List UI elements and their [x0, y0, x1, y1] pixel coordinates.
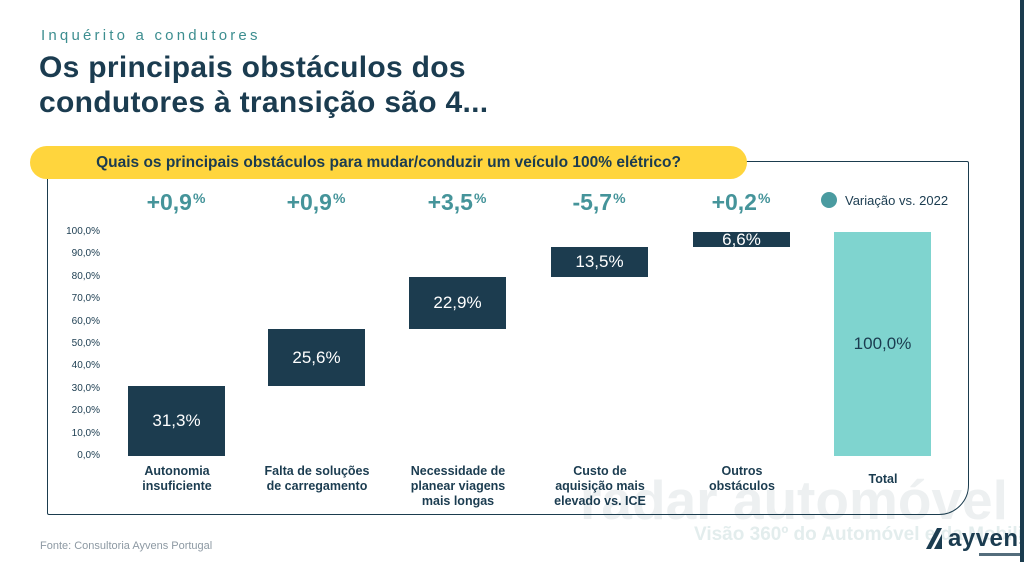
bar-custo: 13,5% [551, 247, 648, 277]
bar-outros: 6,6% [693, 229, 790, 249]
variation-label: +0,9% [106, 189, 246, 216]
ayvens-logo: ayvens [925, 525, 1024, 556]
question-banner: Quais os principais obstáculos para muda… [30, 146, 747, 179]
question-text: Quais os principais obstáculos para muda… [96, 153, 681, 171]
y-axis-tick: 40,0% [71, 360, 100, 371]
bar-autonomia: 31,3% [128, 386, 225, 456]
bar-value-label: 13,5% [575, 252, 624, 271]
bar-viagens: 22,9% [409, 277, 506, 329]
y-axis-tick: 90,0% [71, 248, 100, 259]
variation-unit: % [613, 190, 626, 206]
source-note: Fonte: Consultoria Ayvens Portugal [40, 540, 213, 552]
category-line: Autonomia [144, 464, 210, 478]
category-label-autonomia: Autonomia insuficiente [111, 464, 243, 494]
slide-title-line1: Os principais obstáculos dos [39, 51, 466, 84]
variation-label: -5,7% [529, 189, 669, 216]
ayvens-tagline [979, 553, 1024, 556]
category-line: insuficiente [142, 479, 212, 493]
y-axis-tick: 50,0% [71, 338, 100, 349]
legend: Variação vs. 2022 [821, 192, 948, 208]
variation-label: +0,2% [671, 189, 811, 216]
bar-value-label: 25,6% [292, 347, 341, 367]
chart-card: 100,0% 90,0% 80,0% 70,0% 60,0% 50,0% 40,… [47, 161, 969, 515]
variation-unit: % [757, 190, 771, 206]
category-line: Outros [721, 464, 763, 478]
category-line: Falta de soluções [264, 464, 370, 478]
category-line: aquisição mais [555, 479, 645, 493]
variation-value: +0,9 [286, 189, 332, 215]
y-axis-tick: 0,0% [77, 450, 100, 461]
watermark-radar-automovel: radar automóvel [580, 469, 1008, 531]
category-line: Total [868, 472, 898, 486]
ayvens-logo-icon [926, 528, 942, 549]
category-line: mais longas [421, 494, 495, 508]
y-axis-tick: 30,0% [71, 383, 100, 394]
legend-label: Variação vs. 2022 [845, 192, 949, 208]
category-label-carregamento: Falta de soluções de carregamento [251, 464, 383, 494]
bar-carregamento: 25,6% [268, 329, 365, 386]
bar-value-label: 6,6% [722, 229, 761, 249]
variation-unit: % [473, 190, 487, 206]
category-label-total: Total [817, 472, 949, 487]
y-axis-tick: 10,0% [71, 428, 100, 439]
category-line: elevado vs. ICE [554, 494, 646, 508]
variation-label: +0,9% [246, 189, 386, 216]
category-label-custo: Custo de aquisição mais elevado vs. ICE [534, 464, 666, 509]
bar-total: 100,0% [834, 232, 931, 456]
category-line: obstáculos [709, 479, 775, 493]
category-label-outros: Outros obstáculos [676, 464, 808, 494]
category-line: Custo de [573, 464, 627, 478]
category-label-viagens: Necessidade de planear viagens mais long… [392, 464, 524, 509]
y-axis-tick: 80,0% [71, 271, 100, 282]
variation-label: +3,5% [387, 189, 527, 216]
bar-value-label: 22,9% [433, 293, 482, 312]
variation-value: -5,7 [572, 189, 613, 215]
y-axis-tick: 70,0% [71, 293, 100, 304]
y-axis-tick: 100,0% [66, 226, 100, 237]
slide-eyebrow: Inquérito a condutores [41, 27, 261, 44]
slide-title: Os principais obstáculos dos condutores … [39, 50, 488, 120]
variation-unit: % [192, 190, 206, 206]
right-edge-bar [1020, 0, 1024, 562]
y-axis-tick: 20,0% [71, 405, 100, 416]
variation-value: +0,2 [711, 189, 757, 215]
slide-title-line2: condutores à transição são 4... [39, 86, 489, 119]
bar-value-label: 31,3% [152, 411, 201, 430]
category-line: planear viagens [410, 479, 506, 493]
variation-value: +3,5 [427, 189, 473, 215]
category-line: Necessidade de [410, 464, 506, 478]
ayvens-wordmark: ayvens [948, 525, 1024, 552]
category-line: de carregamento [266, 479, 368, 493]
variation-value: +0,9 [146, 189, 192, 215]
y-axis-tick: 60,0% [71, 316, 100, 327]
variation-unit: % [332, 190, 346, 206]
bar-value-label: 100,0% [853, 334, 912, 353]
legend-dot-icon [821, 192, 837, 208]
